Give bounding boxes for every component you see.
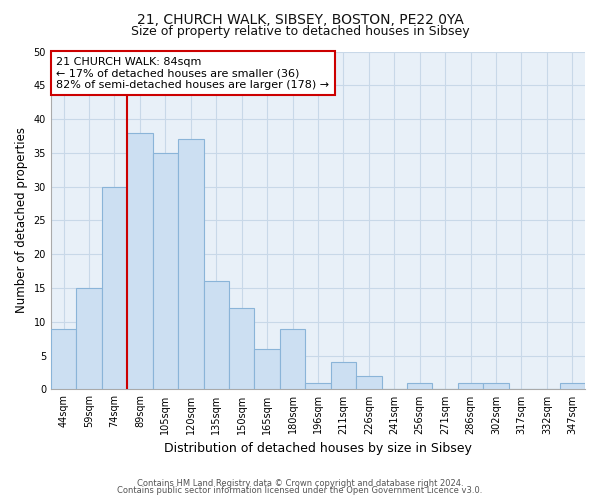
Bar [483, 382, 509, 390]
Bar [254, 349, 280, 390]
Y-axis label: Number of detached properties: Number of detached properties [15, 128, 28, 314]
Text: 21 CHURCH WALK: 84sqm
← 17% of detached houses are smaller (36)
82% of semi-deta: 21 CHURCH WALK: 84sqm ← 17% of detached … [56, 56, 329, 90]
Bar [458, 382, 483, 390]
Bar [560, 382, 585, 390]
Bar [76, 288, 102, 390]
Bar [152, 153, 178, 390]
Bar [407, 382, 433, 390]
Bar [51, 328, 76, 390]
Bar [178, 140, 203, 390]
Bar [305, 382, 331, 390]
Text: Contains HM Land Registry data © Crown copyright and database right 2024.: Contains HM Land Registry data © Crown c… [137, 478, 463, 488]
Bar [356, 376, 382, 390]
Bar [203, 282, 229, 390]
Bar [331, 362, 356, 390]
X-axis label: Distribution of detached houses by size in Sibsey: Distribution of detached houses by size … [164, 442, 472, 455]
Bar [229, 308, 254, 390]
Bar [127, 132, 152, 390]
Text: Size of property relative to detached houses in Sibsey: Size of property relative to detached ho… [131, 25, 469, 38]
Bar [102, 186, 127, 390]
Text: Contains public sector information licensed under the Open Government Licence v3: Contains public sector information licen… [118, 486, 482, 495]
Text: 21, CHURCH WALK, SIBSEY, BOSTON, PE22 0YA: 21, CHURCH WALK, SIBSEY, BOSTON, PE22 0Y… [137, 12, 463, 26]
Bar [280, 328, 305, 390]
